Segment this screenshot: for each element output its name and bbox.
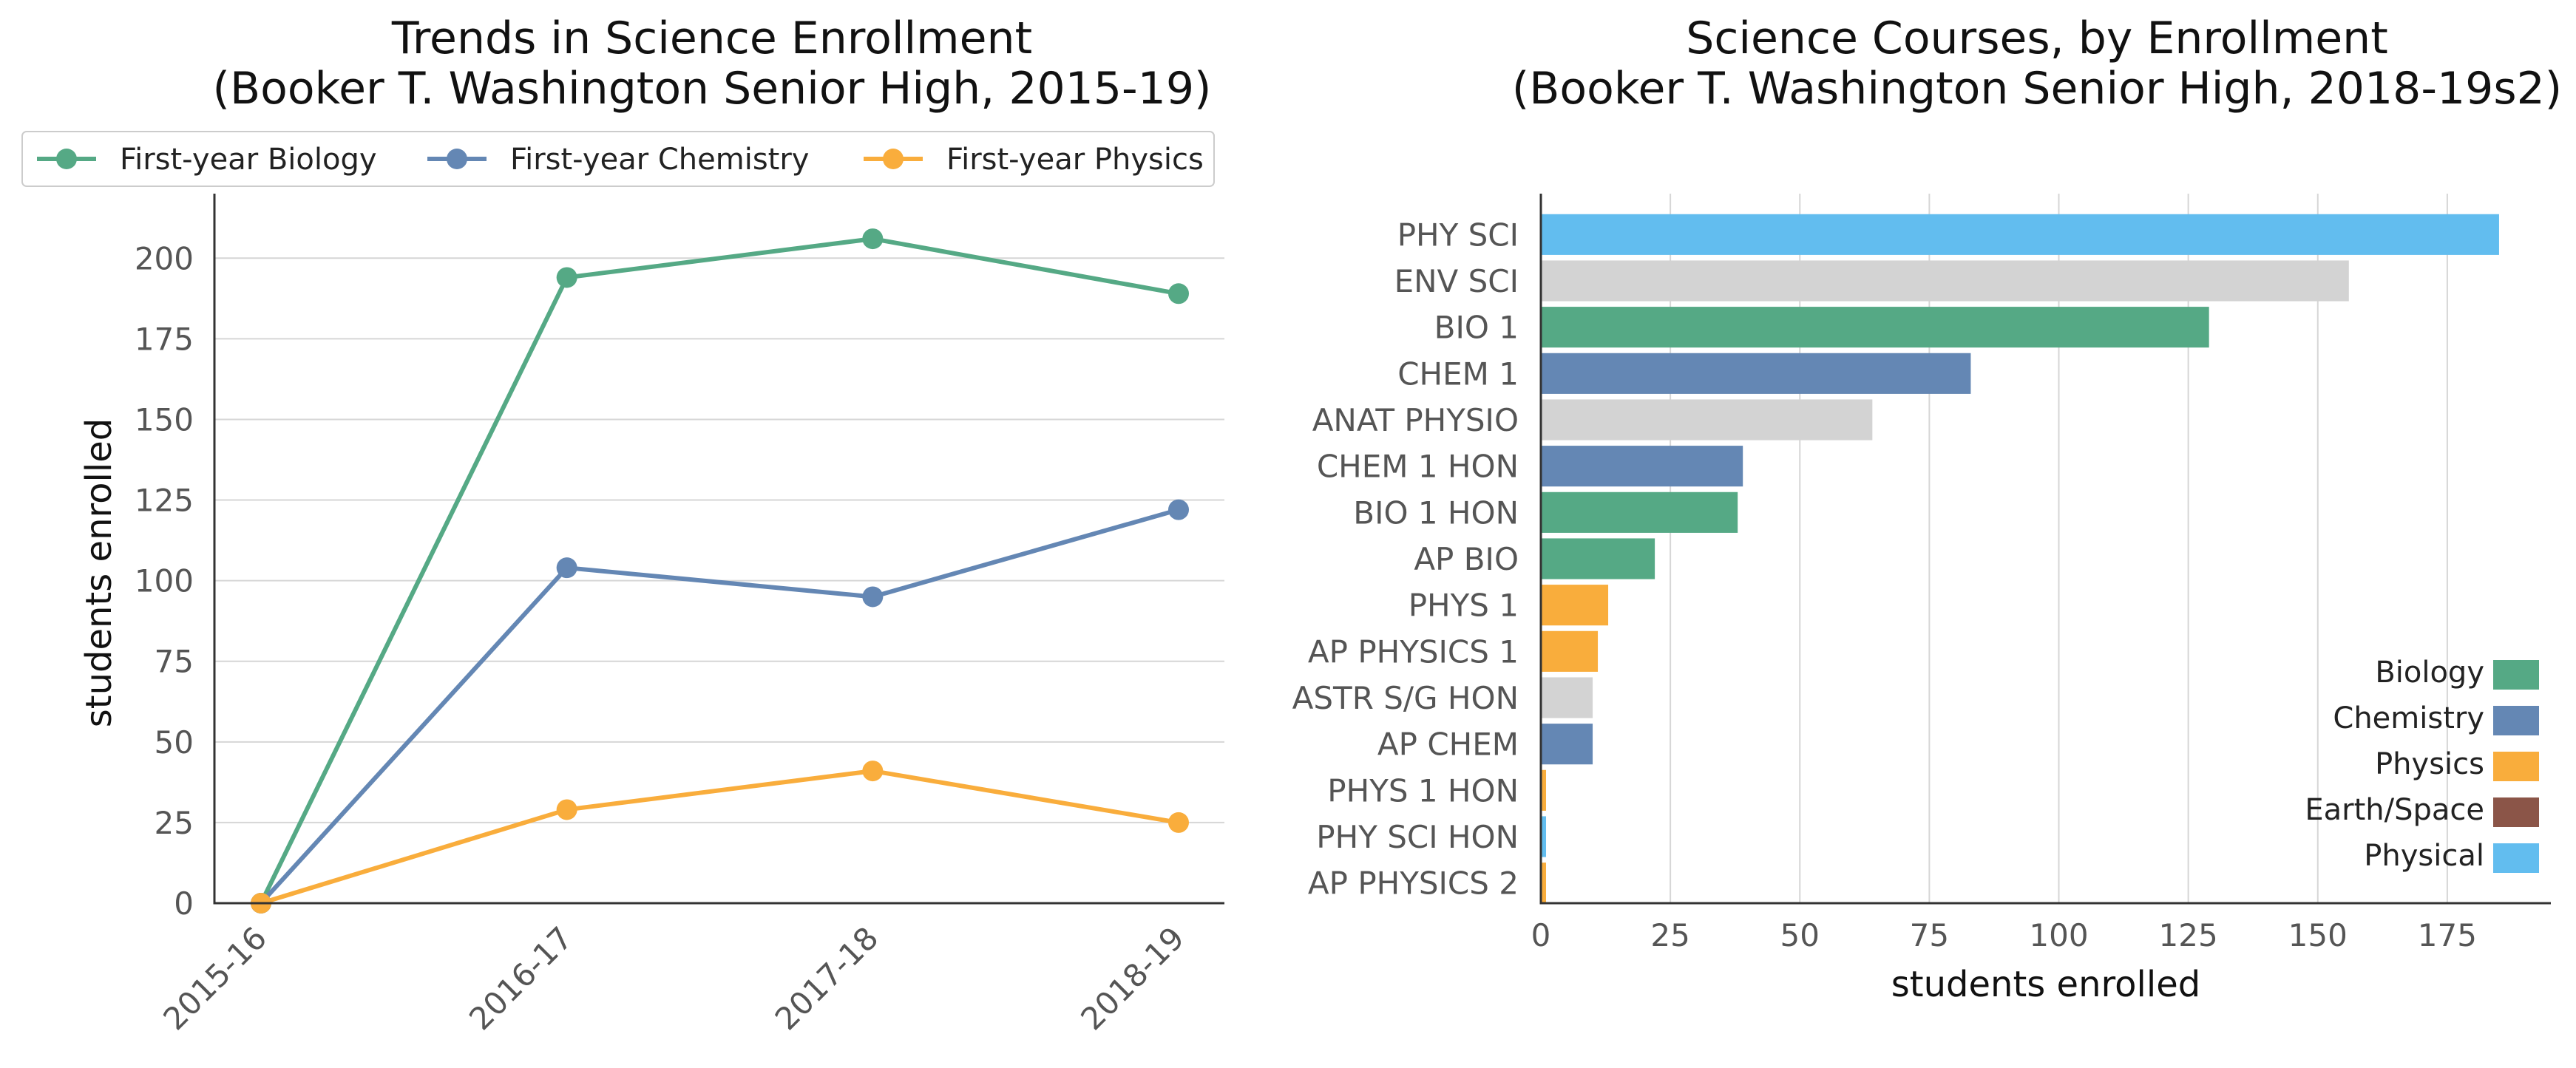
line-chart-y-tick-label: 175 [135, 321, 194, 357]
bar-chart-category-label: CHEM 1 [1397, 356, 1519, 392]
bar-chart-category-label: ANAT PHYSIO [1312, 402, 1519, 438]
bar-chart-category-label: ASTR S/G HON [1292, 680, 1519, 716]
bar [1541, 769, 1547, 811]
bar-chart-x-tick-label: 25 [1650, 917, 1689, 953]
legend-label: First-year Biology [120, 143, 377, 177]
series-point [556, 799, 577, 820]
legend-marker [447, 149, 467, 169]
bar-legend-swatch [2493, 660, 2539, 690]
line-chart-y-tick-label: 200 [135, 240, 194, 276]
bar-chart-axes [1539, 194, 2551, 905]
bar-chart-category-label: ENV SCI [1394, 263, 1519, 299]
line-chart-title-line1: Trends in Science Enrollment [391, 13, 1032, 64]
line-chart-x-tick-label: 2018-19 [1074, 919, 1191, 1037]
bar-legend-label: Earth/Space [2305, 793, 2484, 827]
bar-chart-category-label: PHYS 1 HON [1327, 772, 1519, 809]
bar-legend-label: Chemistry [2333, 701, 2484, 735]
line-chart-y-ticks: 0 25 50 75 100 125 150 175 200 [135, 240, 194, 922]
bar-chart-x-tick-label: 125 [2159, 917, 2218, 953]
bar-chart-x-tick-label: 50 [1780, 917, 1820, 953]
bar-legend-swatch [2493, 752, 2539, 781]
bar-chart-x-axis-label: students enrolled [1891, 964, 2200, 1005]
bar [1541, 585, 1609, 626]
bar [1541, 492, 1738, 533]
series-line-0 [259, 237, 1179, 905]
line-chart-series [251, 228, 1189, 914]
line-chart-x-ticks: 2015-16 2016-17 2017-18 2018-19 [156, 919, 1191, 1037]
series-point [556, 557, 577, 579]
series-line-1 [259, 507, 1179, 905]
line-chart-y-tick-label: 100 [135, 563, 194, 599]
line-chart-x-tick-label: 2016-17 [462, 919, 580, 1037]
line-chart-axes [213, 194, 1224, 905]
line-chart-y-tick-label: 25 [155, 805, 194, 841]
series-point [556, 267, 577, 288]
line-chart: Trends in Science Enrollment (Booker T. … [21, 13, 1224, 1037]
bar-legend-label: Physics [2375, 747, 2484, 781]
bar-chart-category-label: CHEM 1 HON [1317, 449, 1519, 485]
bar-chart-x-tick-label: 75 [1910, 917, 1949, 953]
bar-chart-x-tick-label: 100 [2029, 917, 2088, 953]
legend-marker [883, 149, 904, 169]
bar-chart-category-label: AP PHYSICS 1 [1308, 633, 1519, 670]
bar [1541, 399, 1873, 441]
legend-frame [21, 131, 1215, 187]
line-chart-y-tick-label: 75 [155, 644, 194, 680]
bar-chart-category-label: AP PHYSICS 2 [1308, 865, 1519, 902]
legend-label: First-year Physics [946, 143, 1204, 177]
line-chart-title-line2: (Booker T. Washington Senior High, 2015-… [213, 63, 1212, 115]
bar-legend-label: Biology [2375, 656, 2484, 690]
bar-chart-title-line1: Science Courses, by Enrollment [1686, 13, 2387, 64]
bar-chart-title-line2: (Booker T. Washington Senior High, 2018-… [1512, 63, 2562, 115]
bar-chart-x-tick-label: 175 [2418, 917, 2477, 953]
legend-label: First-year Chemistry [510, 143, 809, 177]
bar-chart-category-labels: PHY SCI ENV SCI BIO 1 CHEM 1 ANAT PHYSIO CHEM… [1292, 217, 1519, 901]
bar-chart-category-label: PHY SCI [1397, 217, 1519, 253]
bar [1541, 630, 1599, 672]
line-chart-y-tick-label: 125 [135, 483, 194, 519]
bar-chart-category-label: BIO 1 HON [1353, 494, 1519, 531]
line-chart-y-axis-label: students enrolled [78, 418, 120, 727]
bar-legend-swatch [2493, 706, 2539, 735]
bar-chart-category-label: AP CHEM [1377, 727, 1519, 763]
bar-legend-label: Physical [2364, 839, 2484, 873]
line-chart-y-tick-label: 50 [155, 724, 194, 761]
bar [1541, 260, 2349, 302]
series-point [862, 228, 884, 250]
legend-marker [56, 149, 77, 169]
bar [1541, 816, 1547, 857]
bar-chart-x-tick-label: 150 [2288, 917, 2348, 953]
bar-chart-x-ticks: 0 25 50 75 100 125 150 175 [1531, 917, 2477, 953]
series-point [862, 761, 884, 782]
bar-chart-category-label: BIO 1 [1434, 310, 1519, 346]
bar-chart-category-label: PHY SCI HON [1316, 819, 1519, 855]
series-line-2 [260, 769, 1179, 905]
bar [1541, 307, 2209, 348]
series-point [1168, 283, 1189, 305]
bar-chart-category-label: AP BIO [1414, 541, 1519, 577]
bar-chart-category-label: PHYS 1 [1409, 588, 1519, 624]
line-chart-y-tick-label: 0 [174, 885, 194, 922]
line-chart-x-tick-label: 2017-18 [768, 919, 886, 1037]
bar-legend-swatch [2493, 843, 2539, 873]
series-point [862, 586, 884, 608]
line-chart-x-tick-label: 2015-16 [156, 919, 274, 1037]
bar-chart-legend: Biology Chemistry Physics Earth/Space Physic… [2305, 656, 2539, 873]
bar [1541, 724, 1593, 765]
bar [1541, 538, 1655, 579]
bar [1541, 353, 1971, 394]
bar [1541, 214, 2499, 255]
bar-chart-x-tick-label: 0 [1531, 917, 1551, 953]
line-chart-y-tick-label: 150 [135, 401, 194, 438]
bar-chart-bars [1541, 214, 2499, 904]
bar-chart: Science Courses, by Enrollment (Booker T… [1292, 13, 2563, 1005]
line-chart-legend: First-year Biology First-year Chemistry Fi… [21, 131, 1215, 187]
bar [1541, 446, 1743, 487]
series-point [1168, 812, 1189, 833]
bar [1541, 677, 1593, 718]
series-point [1168, 499, 1189, 520]
bar [1541, 863, 1547, 904]
bar-legend-swatch [2493, 797, 2539, 827]
